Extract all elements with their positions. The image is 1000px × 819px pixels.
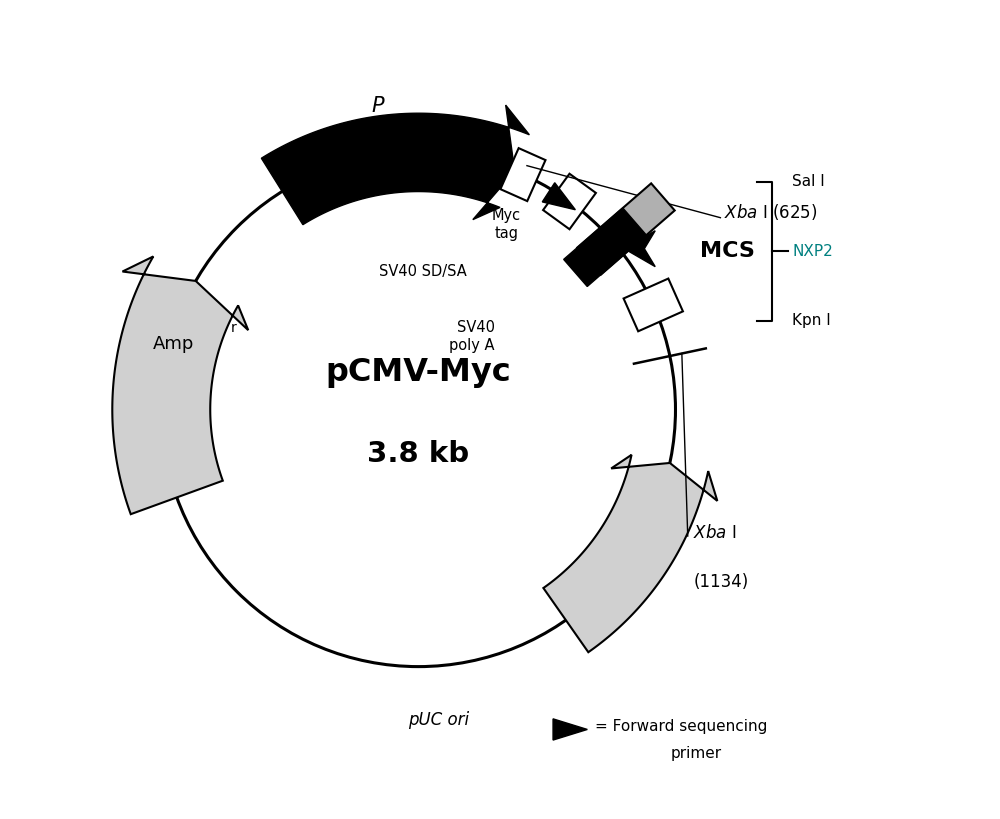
Polygon shape [543, 174, 596, 229]
Text: pUC ori: pUC ori [408, 711, 469, 729]
Polygon shape [577, 183, 675, 274]
Text: Sal I: Sal I [792, 174, 825, 189]
Polygon shape [624, 231, 655, 267]
Text: Amp: Amp [153, 335, 194, 353]
Polygon shape [112, 256, 248, 514]
Polygon shape [542, 183, 575, 210]
Text: MCS: MCS [700, 242, 755, 261]
Text: Myc
tag: Myc tag [492, 208, 521, 242]
Text: $\it{Xba}$ I (625): $\it{Xba}$ I (625) [724, 202, 818, 222]
Polygon shape [624, 278, 683, 332]
Text: $\it{Xba}$ I: $\it{Xba}$ I [693, 523, 737, 541]
Polygon shape [261, 105, 529, 224]
Polygon shape [543, 455, 717, 652]
Text: Kpn I: Kpn I [792, 313, 831, 328]
Text: pCMV-Myc: pCMV-Myc [326, 357, 511, 388]
Text: primer: primer [670, 746, 721, 762]
Polygon shape [500, 148, 546, 201]
Text: $\it{P}$: $\it{P}$ [371, 96, 386, 115]
Text: 3.8 kb: 3.8 kb [367, 441, 469, 468]
Text: r: r [231, 321, 236, 335]
Text: SV40 SD/SA: SV40 SD/SA [379, 264, 466, 278]
Text: NXP2: NXP2 [792, 244, 833, 259]
Text: (1134): (1134) [693, 572, 749, 590]
Text: CMV IE: CMV IE [402, 132, 446, 145]
Text: SV40
poly A: SV40 poly A [449, 319, 495, 353]
Polygon shape [553, 719, 587, 740]
Text: = Forward sequencing: = Forward sequencing [595, 719, 768, 734]
Polygon shape [564, 208, 646, 287]
